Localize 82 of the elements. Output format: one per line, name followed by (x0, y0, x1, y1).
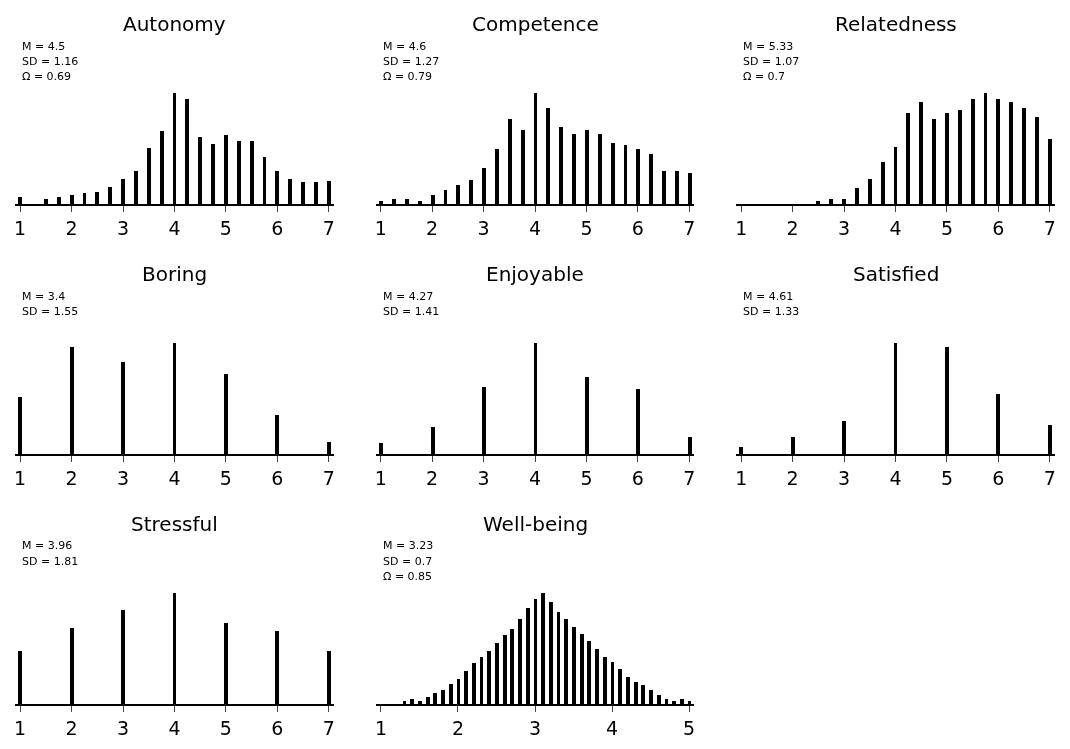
x-tick-label: 1 (14, 216, 27, 239)
text: M = 4.61 (743, 290, 794, 303)
x-tick-label: 5 (940, 216, 954, 239)
text: M = 4.5 (22, 40, 66, 53)
x-tick-label: 6 (992, 466, 1005, 489)
x-tick-label: 4 (168, 216, 181, 239)
text: M = 3.96 (22, 539, 73, 552)
text: M = 3.23 (383, 539, 434, 552)
x-tick-label: 7 (683, 216, 696, 239)
chart-title: Competence (472, 12, 599, 36)
text: M = 4.6 (383, 40, 427, 53)
text: M = 4.27 (383, 290, 434, 303)
chart-title: Enjoyable (486, 262, 584, 286)
x-tick-label: 4 (168, 716, 181, 739)
text: SD = 1.55 (22, 305, 79, 318)
x-tick-label: 1 (374, 466, 387, 489)
text: SD = 1.07 (743, 55, 800, 68)
text: SD = 1.33 (743, 305, 800, 318)
x-tick-label: 7 (322, 716, 335, 739)
x-tick-label: 7 (322, 466, 335, 489)
x-tick-label: 7 (1043, 216, 1056, 239)
x-tick-label: 2 (451, 716, 465, 739)
chart-title: Well-being (483, 512, 589, 536)
x-tick-label: 2 (65, 216, 78, 239)
x-tick-label: 5 (219, 216, 232, 239)
x-tick-label: 2 (65, 466, 78, 489)
text: SD = 0.7 (383, 555, 433, 568)
x-tick-label: 6 (631, 216, 644, 239)
x-tick-label: 1 (374, 716, 387, 739)
x-tick-label: 6 (631, 466, 644, 489)
text: M = 5.33 (743, 40, 794, 53)
x-tick-label: 6 (271, 716, 284, 739)
x-tick-label: 2 (786, 466, 799, 489)
x-tick-label: 4 (889, 466, 902, 489)
x-tick-label: 3 (477, 466, 490, 489)
x-tick-label: 1 (735, 466, 748, 489)
x-tick-label: 1 (374, 216, 387, 239)
x-tick-label: 4 (528, 216, 542, 239)
x-tick-label: 5 (219, 716, 232, 739)
x-tick-label: 2 (786, 216, 799, 239)
x-tick-label: 3 (477, 216, 490, 239)
x-tick-label: 1 (735, 216, 748, 239)
text: SD = 1.81 (22, 555, 79, 568)
chart-title: Autonomy (123, 12, 226, 36)
x-tick-label: 4 (168, 466, 181, 489)
x-tick-label: 1 (14, 716, 27, 739)
text: SD = 1.27 (383, 55, 440, 68)
x-tick-label: 3 (838, 216, 851, 239)
x-tick-label: 5 (683, 716, 696, 739)
x-tick-label: 4 (605, 716, 619, 739)
chart-title: Boring (142, 262, 208, 286)
x-tick-label: 4 (889, 216, 902, 239)
text: SD = 1.41 (383, 305, 440, 318)
text: Ω = 0.69 (22, 70, 72, 83)
x-tick-label: 7 (322, 216, 335, 239)
x-tick-label: 5 (580, 216, 593, 239)
x-tick-label: 6 (992, 216, 1005, 239)
x-tick-label: 5 (580, 466, 593, 489)
x-tick-label: 1 (14, 466, 27, 489)
x-tick-label: 7 (1043, 466, 1056, 489)
chart-title: Stressful (131, 512, 218, 536)
x-tick-label: 3 (838, 466, 851, 489)
x-tick-label: 6 (271, 216, 284, 239)
chart-title: Satisfied (853, 262, 940, 286)
x-tick-label: 3 (528, 716, 542, 739)
text: Ω = 0.7 (743, 70, 786, 83)
x-tick-label: 2 (426, 466, 439, 489)
x-tick-label: 6 (271, 466, 284, 489)
x-tick-label: 2 (426, 216, 439, 239)
text: SD = 1.16 (22, 55, 79, 68)
chart-title: Relatedness (835, 12, 957, 36)
text: Ω = 0.79 (383, 70, 433, 83)
x-tick-label: 3 (116, 216, 130, 239)
x-tick-label: 5 (940, 466, 954, 489)
x-tick-label: 7 (683, 466, 696, 489)
x-tick-label: 3 (116, 466, 130, 489)
x-tick-label: 3 (116, 716, 130, 739)
x-tick-label: 4 (528, 466, 542, 489)
x-tick-label: 2 (65, 716, 78, 739)
text: Ω = 0.85 (383, 570, 433, 583)
x-tick-label: 5 (219, 466, 232, 489)
text: M = 3.4 (22, 290, 66, 303)
